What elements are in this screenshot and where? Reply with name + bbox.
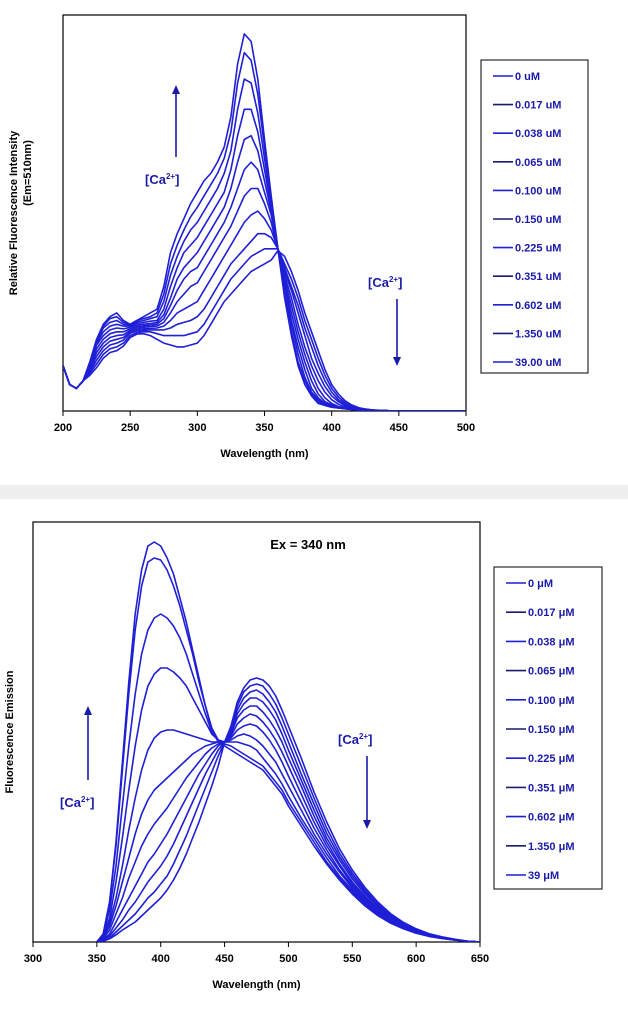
plot-area — [32, 521, 481, 943]
legend-label-2: 0.038 μM — [528, 636, 574, 648]
series-line-7 — [96, 697, 480, 942]
series-line-1 — [96, 557, 480, 942]
series-group — [63, 33, 466, 411]
legend-label-0: 0 uM — [515, 71, 540, 83]
annotation-up-label: [Ca2+] — [60, 795, 94, 810]
legend-label-5: 0.150 μM — [528, 724, 574, 736]
annotation-up-label-bracket: ] — [90, 795, 94, 810]
chart-panel-top: 200 250 300 350 400 450 500 Wavelength (nm) Rela… — [0, 0, 628, 485]
x-tick-label: 500 — [457, 422, 475, 434]
annotation-up-label-superscript: 2+ — [81, 795, 90, 804]
annotation-up-label-text: [Ca — [60, 795, 82, 810]
annotation-down-label-bracket: ] — [398, 275, 402, 290]
x-axis-title: Wavelength (nm) — [212, 979, 301, 991]
legend-label-2: 0.038 uM — [515, 128, 561, 140]
x-tick-label: 600 — [407, 953, 425, 965]
panel-separator — [0, 485, 628, 499]
legend-label-7: 0.351 μM — [528, 782, 574, 794]
y-axis-title-line1: Relative Fluorescence Intensity — [8, 130, 20, 295]
legend-box — [480, 59, 589, 374]
legend-label-6: 0.225 μM — [528, 753, 574, 765]
x-tick-label: 450 — [390, 422, 408, 434]
legend-label-5: 0.150 uM — [515, 214, 561, 226]
plot-area — [62, 14, 467, 412]
legend-label-1: 0.017 uM — [515, 100, 561, 112]
legend-label-4: 0.100 μM — [528, 695, 574, 707]
legend-label-6: 0.225 uM — [515, 243, 561, 255]
annotation-up-label-bracket: ] — [175, 172, 179, 187]
x-tick-label: 350 — [88, 953, 106, 965]
legend-label-10: 39 μM — [528, 870, 559, 882]
legend-label-3: 0.065 uM — [515, 157, 561, 169]
legend-label-3: 0.065 μM — [528, 666, 574, 678]
series-group — [96, 541, 480, 942]
x-tick-label: 250 — [121, 422, 139, 434]
arrow-up-head — [84, 706, 92, 715]
series-line-2 — [96, 613, 480, 942]
emission-chart: 300 350 400 450 500 550 600 650 Wavelength (nm) F… — [4, 521, 603, 991]
absorbance-chart: 200 250 300 350 400 450 500 Wavelength (nm) Rela… — [8, 14, 589, 460]
legend-label-9: 1.350 uM — [515, 328, 561, 340]
x-axis-title: Wavelength (nm) — [220, 448, 309, 460]
legend-label-9: 1.350 μM — [528, 841, 574, 853]
x-tick-label: 500 — [279, 953, 297, 965]
x-tick-label: 650 — [471, 953, 489, 965]
x-tick-label: 350 — [255, 422, 273, 434]
x-tick-label: 200 — [54, 422, 72, 434]
annotation-down-label-bracket: ] — [368, 732, 372, 747]
annotation-up-label-superscript: 2+ — [166, 172, 175, 181]
x-tick-label: 300 — [188, 422, 206, 434]
y-axis-title: Fluorescence Emission — [4, 670, 16, 793]
legend-label-7: 0.351 uM — [515, 271, 561, 283]
legend: 0 μM 0.017 μM 0.038 μM 0.065 μM 0.100 μM 0.15… — [493, 566, 603, 890]
legend-label-4: 0.100 uM — [515, 185, 561, 197]
legend-label-8: 0.602 μM — [528, 812, 574, 824]
series-line-3 — [96, 667, 480, 942]
x-tick-label: 450 — [215, 953, 233, 965]
legend-label-0: 0 μM — [528, 578, 553, 590]
annotation-up-label: [Ca2+] — [145, 172, 179, 187]
chart-title: Ex = 340 nm — [270, 537, 346, 552]
series-line-6 — [96, 705, 480, 942]
arrow-up-head — [172, 85, 180, 94]
series-line-9 — [96, 683, 480, 942]
annotation-down-label-text: [Ca — [368, 275, 390, 290]
arrow-down-head — [393, 357, 401, 366]
arrow-down-head — [363, 820, 371, 829]
legend-label-8: 0.602 uM — [515, 300, 561, 312]
legend-label-10: 39.00 uM — [515, 357, 561, 369]
annotation-down-label: [Ca2+] — [368, 275, 402, 290]
legend: 0 uM 0.017 uM 0.038 uM 0.065 uM 0.100 uM 0.15… — [480, 59, 589, 374]
x-tick-label: 400 — [152, 953, 170, 965]
x-tick-label: 400 — [322, 422, 340, 434]
annotation-down-label-superscript: 2+ — [389, 275, 398, 284]
annotation-down-label-text: [Ca — [338, 732, 360, 747]
annotation-down-label: [Ca2+] — [338, 732, 372, 747]
series-line-10 — [96, 677, 480, 942]
series-line-10 — [63, 249, 466, 411]
legend-box — [493, 566, 603, 890]
series-line-0 — [96, 541, 480, 942]
x-tick-label: 300 — [24, 953, 42, 965]
annotation-up-label-text: [Ca — [145, 172, 167, 187]
legend-label-1: 0.017 μM — [528, 607, 574, 619]
x-tick-label: 550 — [343, 953, 361, 965]
series-line-8 — [96, 689, 480, 942]
y-axis-title-line2: (Em=510nm) — [22, 140, 34, 206]
annotation-down-label-superscript: 2+ — [359, 732, 368, 741]
chart-panel-bottom: 300 350 400 450 500 550 600 650 Wavelength (nm) F… — [0, 499, 628, 1016]
